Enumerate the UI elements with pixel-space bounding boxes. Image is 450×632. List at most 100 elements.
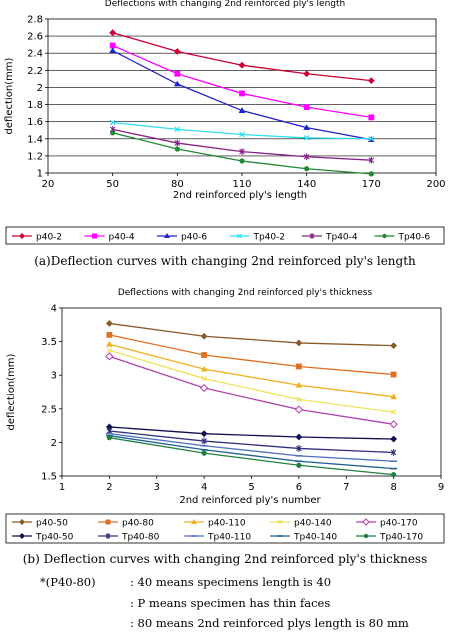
series-p40-110 xyxy=(105,340,398,400)
chart-ply-thickness: Deflections with changing 2nd reinforced… xyxy=(5,288,445,544)
x-tick-label: 1 xyxy=(59,482,65,493)
data-point xyxy=(368,156,375,164)
data-point xyxy=(106,435,112,441)
data-point xyxy=(367,77,375,84)
series-p40-170 xyxy=(105,352,398,429)
legend-marker xyxy=(309,233,315,239)
legend-item: Tp40-4 xyxy=(302,233,358,243)
data-point xyxy=(304,166,310,172)
series-Tp40-170 xyxy=(106,435,397,478)
note-label: *(P40-80) xyxy=(40,575,96,589)
data-point xyxy=(109,42,116,49)
series-p40-140 xyxy=(106,347,397,415)
data-point xyxy=(303,124,311,131)
data-point xyxy=(109,119,116,126)
legend-label: p40-170 xyxy=(380,519,418,529)
y-axis-label: deflection(mm) xyxy=(4,57,15,134)
legend-item: Tp40-110 xyxy=(184,533,251,543)
x-axis-label: 2nd reinforced ply's length xyxy=(173,190,307,201)
y-tick-label: 1 xyxy=(37,169,43,180)
legend-marker xyxy=(92,233,97,239)
series-line xyxy=(109,433,394,462)
legend-marker xyxy=(277,535,283,537)
legend-marker xyxy=(363,533,369,539)
legend-label: Tp40-6 xyxy=(398,233,431,243)
legend-marker xyxy=(19,519,25,525)
x-tick-label: 2 xyxy=(106,482,112,493)
data-point xyxy=(238,107,246,113)
data-point xyxy=(105,352,114,361)
grid-lines xyxy=(45,18,437,176)
chart-title: Deflections with changing 2nd reinforced… xyxy=(118,288,373,298)
legend-item: Tp40-6 xyxy=(374,233,431,243)
legend-marker xyxy=(191,519,197,524)
y-tick-label: 4 xyxy=(51,304,57,315)
data-point xyxy=(303,153,310,161)
legend-label: Tp40-140 xyxy=(293,533,337,543)
x-tick-label: 5 xyxy=(248,482,254,493)
series-line xyxy=(109,437,394,476)
x-tick-label: 6 xyxy=(296,482,302,493)
y-tick-label: 3.5 xyxy=(41,337,57,348)
legend-label: p40-4 xyxy=(109,233,135,243)
data-point xyxy=(295,455,303,457)
data-point xyxy=(109,47,117,54)
series-line xyxy=(109,343,394,398)
data-point xyxy=(368,171,374,177)
data-point xyxy=(303,135,310,141)
data-point xyxy=(296,462,302,468)
chart-ply-length: Deflections with changing 2nd reinforced… xyxy=(4,0,446,245)
legend-item: p40-170 xyxy=(356,518,418,529)
legend-label: Tp40-110 xyxy=(207,533,251,543)
series-line xyxy=(109,322,394,347)
caption-b: (b) Deflection curves with changing 2nd … xyxy=(22,552,428,566)
data-point xyxy=(390,371,397,378)
legend-item: Tp40-80 xyxy=(98,533,160,543)
data-point xyxy=(296,396,302,403)
data-point xyxy=(174,70,181,77)
legend-box xyxy=(5,226,445,245)
data-point xyxy=(368,114,375,121)
data-point xyxy=(200,383,209,393)
data-point xyxy=(390,409,397,415)
y-tick-label: 2.8 xyxy=(27,15,43,26)
x-tick-label: 50 xyxy=(106,179,119,190)
y-tick-label: 2 xyxy=(37,83,43,94)
y-tick-labels: 1.5 2 2.5 3 3.5 4 xyxy=(41,304,57,483)
series-Tp40-80 xyxy=(106,427,397,456)
legend-item: p40-2 xyxy=(12,233,62,243)
data-point xyxy=(239,90,245,97)
legend-marker xyxy=(19,233,25,239)
y-tick-label: 2.5 xyxy=(41,404,57,415)
legend-label: p40-6 xyxy=(181,233,207,243)
data-point xyxy=(368,135,375,142)
data-point xyxy=(201,437,207,445)
data-point xyxy=(174,126,181,133)
legend-item: Tp40-170 xyxy=(356,533,423,543)
x-tick-label: 8 xyxy=(390,482,396,493)
series-p40-80 xyxy=(106,331,397,378)
x-tick-label: 110 xyxy=(232,179,251,190)
x-tick-labels: 20 50 80 110 140 170 200 xyxy=(42,179,446,190)
data-point xyxy=(390,449,397,456)
legend-label: Tp40-50 xyxy=(35,533,74,543)
data-point xyxy=(238,61,246,69)
legend-label: Tp40-4 xyxy=(325,233,358,243)
legend: p40-50 p40-80 p40-110 p40-140 p40-170 Tp40-50… xyxy=(12,518,423,543)
data-point xyxy=(106,347,113,354)
legend-label: Tp40-2 xyxy=(253,233,286,243)
data-point xyxy=(295,363,302,370)
legend-marker xyxy=(105,533,111,539)
data-point xyxy=(200,448,208,451)
data-point xyxy=(174,146,180,152)
chart-title: Deflections with changing 2nd reinforced… xyxy=(105,0,345,9)
legend-marker xyxy=(105,519,111,525)
data-point xyxy=(296,445,302,452)
x-tick-label: 3 xyxy=(154,482,160,493)
legend-label: Tp40-170 xyxy=(379,533,423,543)
x-tick-label: 80 xyxy=(171,179,184,190)
legend: p40-2 p40-4 p40-6 Tp40-2 Tp40-4 Tp40-6 xyxy=(12,233,430,243)
series-p40-4 xyxy=(109,42,375,121)
data-point xyxy=(239,148,245,156)
data-point xyxy=(239,131,245,138)
